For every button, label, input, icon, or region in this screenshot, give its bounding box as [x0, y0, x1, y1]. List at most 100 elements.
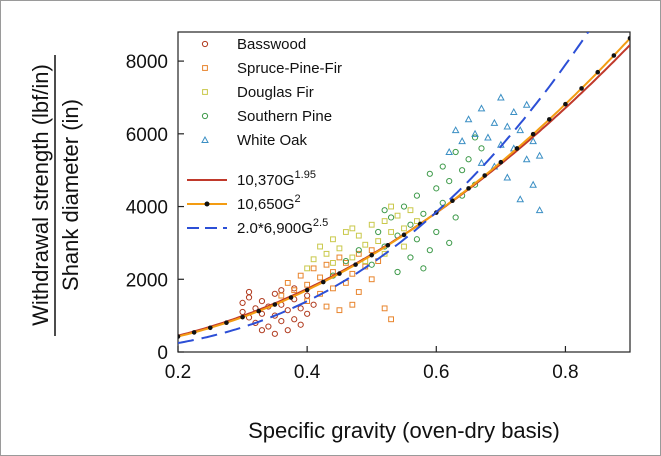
legend-marker	[201, 112, 209, 120]
data-point-southern-pine	[452, 214, 459, 221]
fit-curve-marker	[304, 287, 310, 293]
data-point-basswood	[278, 317, 285, 325]
legend-marker	[201, 40, 209, 48]
fit-curve-marker	[498, 159, 504, 165]
data-point-southern-pine	[387, 214, 395, 221]
data-point-spruce-pine-fir	[349, 270, 356, 277]
data-point-white-oak	[516, 126, 525, 134]
fit-curve-marker	[337, 271, 342, 276]
data-point-basswood	[239, 299, 246, 307]
fit-curve-3	[178, 32, 590, 344]
data-point-southern-pine	[452, 148, 459, 156]
legend-marker	[202, 65, 208, 71]
fit-curve-marker	[385, 242, 391, 248]
data-point-douglas-fir	[323, 250, 330, 257]
data-point-basswood	[265, 323, 272, 330]
data-point-white-oak	[516, 195, 525, 203]
data-point-spruce-pine-fir	[388, 316, 394, 323]
data-point-douglas-fir	[407, 207, 414, 214]
legend-dot	[204, 201, 210, 207]
legend-label-base: 10,650G	[237, 196, 295, 213]
fit-curve-marker	[178, 334, 181, 339]
data-point-basswood	[245, 288, 253, 296]
data-point-douglas-fir	[401, 243, 407, 250]
data-point-douglas-fir	[349, 225, 356, 232]
data-point-southern-pine	[407, 221, 414, 228]
data-point-southern-pine	[420, 210, 427, 217]
data-point-basswood	[284, 307, 291, 314]
x-tick-label: 0.2	[165, 362, 191, 383]
data-point-douglas-fir	[330, 260, 336, 266]
data-point-southern-pine	[426, 170, 433, 177]
data-point-spruce-pine-fir	[368, 276, 375, 283]
data-point-spruce-pine-fir	[349, 301, 356, 308]
data-point-southern-pine	[394, 268, 401, 276]
legend-label-exponent: 2	[295, 193, 301, 205]
data-point-spruce-pine-fir	[330, 285, 336, 292]
y-tick-label: 2000	[126, 270, 168, 291]
data-point-spruce-pine-fir	[317, 274, 323, 281]
data-point-spruce-pine-fir	[297, 272, 304, 279]
data-point-white-oak	[490, 118, 499, 126]
data-point-spruce-pine-fir	[278, 292, 285, 299]
data-point-southern-pine	[355, 247, 362, 254]
data-point-basswood	[239, 308, 246, 316]
plot-area	[177, 31, 631, 353]
x-axis-title: Specific gravity (oven-dry basis)	[248, 418, 560, 443]
data-point-southern-pine	[400, 203, 408, 210]
legend-marker	[202, 89, 208, 95]
fit-curve-marker	[595, 69, 601, 75]
y-axis-title-bottom: Shank diameter (in)	[58, 99, 83, 291]
data-point-douglas-fir	[414, 218, 420, 224]
y-tick-label: 8000	[126, 52, 168, 73]
legend-label: Southern Pine	[237, 108, 332, 125]
legend-label: Spruce-Pine-Fir	[237, 60, 342, 77]
y-axis-title-top: Withdrawal strength (lbf/in)	[28, 64, 53, 326]
data-point-basswood	[271, 330, 278, 337]
fit-curve-marker	[514, 146, 520, 151]
data-point-douglas-fir	[342, 229, 349, 235]
data-point-basswood	[258, 310, 266, 317]
legend-label: 2.0*6,900G2.5	[237, 217, 328, 237]
data-point-basswood	[258, 327, 266, 334]
data-point-douglas-fir	[349, 254, 356, 261]
data-point-spruce-pine-fir	[284, 280, 291, 286]
data-point-spruce-pine-fir	[355, 289, 362, 295]
chart-marks	[178, 32, 630, 344]
data-point-douglas-fir	[355, 232, 362, 239]
fit-curve-marker	[207, 325, 213, 331]
fit-curve-marker	[450, 198, 455, 204]
data-point-white-oak	[484, 133, 492, 141]
data-point-white-oak	[503, 173, 512, 181]
y-tick-label: 0	[157, 343, 168, 364]
fit-curve-marker	[256, 308, 262, 314]
data-point-white-oak	[445, 147, 454, 155]
fit-curve-marker	[353, 262, 358, 267]
y-axis-title-group: Withdrawal strength (lbf/in)	[28, 64, 53, 326]
data-point-white-oak	[471, 129, 479, 137]
fit-curve-marker	[530, 131, 536, 137]
data-point-spruce-pine-fir	[381, 305, 388, 312]
data-point-southern-pine	[446, 239, 453, 247]
fit-curve-marker	[401, 232, 407, 238]
data-point-douglas-fir	[388, 203, 394, 210]
data-point-douglas-fir	[381, 218, 388, 224]
data-point-spruce-pine-fir	[304, 281, 311, 288]
data-point-basswood	[304, 310, 311, 317]
legend-label: Douglas Fir	[237, 84, 314, 101]
data-point-basswood	[284, 327, 291, 334]
fit-curve-marker	[288, 295, 294, 300]
fit-curve-marker	[466, 186, 471, 191]
data-point-douglas-fir	[336, 245, 343, 252]
data-point-douglas-fir	[381, 250, 388, 257]
data-point-white-oak	[477, 104, 486, 112]
legend-label-exponent: 2.5	[313, 217, 328, 229]
x-tick-label: 0.8	[552, 362, 578, 383]
data-point-basswood	[258, 297, 266, 305]
data-point-southern-pine	[439, 163, 446, 170]
data-point-basswood	[310, 301, 317, 308]
data-point-spruce-pine-fir	[355, 250, 362, 257]
data-point-southern-pine	[375, 228, 382, 236]
fit-curve-marker	[579, 86, 584, 91]
